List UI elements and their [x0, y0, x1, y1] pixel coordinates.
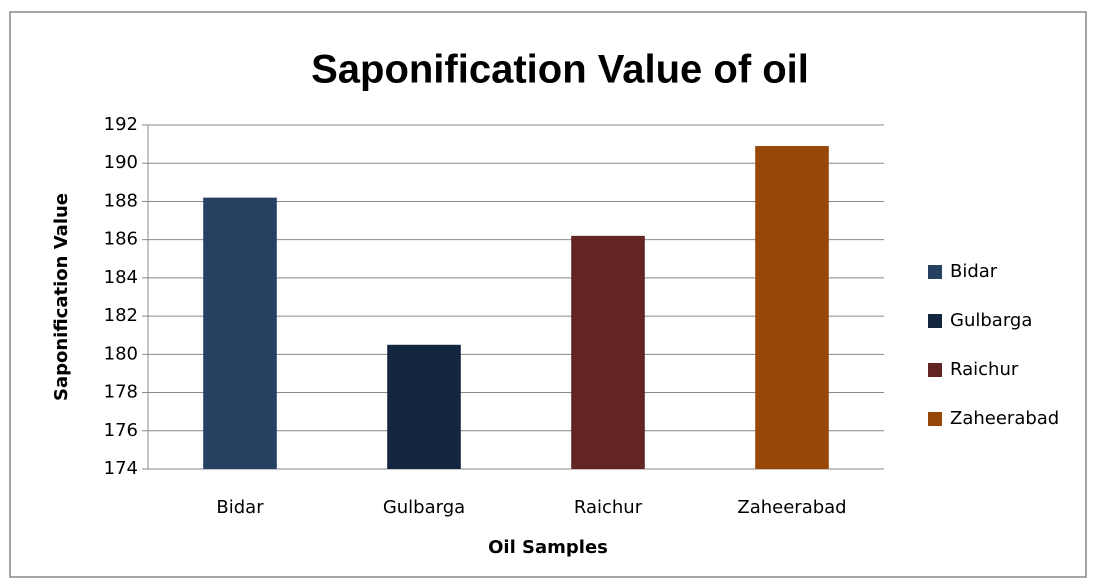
bar	[571, 235, 645, 469]
y-tick-label: 182	[104, 305, 138, 326]
bar	[755, 146, 829, 469]
legend-label: Zaheerabad	[950, 408, 1059, 429]
y-tick-label: 192	[104, 114, 138, 135]
x-axis-title: Oil Samples	[488, 537, 608, 558]
x-tick-label: Zaheerabad	[737, 497, 846, 518]
legend-swatch	[928, 363, 942, 377]
x-tick-label: Gulbarga	[383, 497, 465, 518]
chart-title: Saponification Value of oil	[311, 48, 809, 92]
y-tick-label: 178	[104, 382, 138, 403]
y-tick-label: 188	[104, 190, 138, 211]
y-axis-title: Saponification Value	[51, 193, 72, 401]
x-tick-label: Raichur	[574, 497, 643, 518]
legend-label: Gulbarga	[950, 310, 1032, 331]
x-tick-label: Bidar	[216, 497, 264, 518]
legend-swatch	[928, 265, 942, 279]
y-tick-label: 176	[104, 420, 138, 441]
y-tick-label: 190	[104, 152, 138, 173]
bar	[203, 197, 277, 469]
y-tick-label: 174	[104, 458, 138, 479]
legend-swatch	[928, 412, 942, 426]
bar	[387, 344, 461, 469]
legend-label: Raichur	[950, 359, 1019, 380]
y-tick-label: 184	[104, 267, 138, 288]
chart-frame	[9, 11, 1087, 578]
y-tick-label: 186	[104, 229, 138, 250]
legend-swatch	[928, 314, 942, 328]
y-tick-label: 180	[104, 343, 138, 364]
legend-label: Bidar	[950, 261, 998, 282]
